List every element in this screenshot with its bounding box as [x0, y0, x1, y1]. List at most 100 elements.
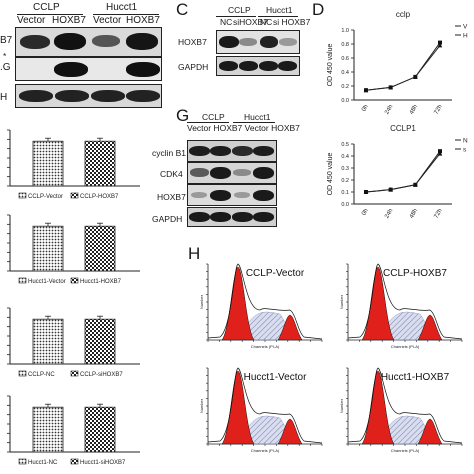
y-tick-label: 1.0	[341, 28, 349, 34]
x-tick-label: 24h	[384, 208, 394, 220]
growth-curve-cclp1: CCLP1 0.0 0.1 0.2 0.3 0.4 0.5 OD 450 value 0h 24h…	[327, 124, 468, 220]
bar-chart-3: CCLP-NC CCLP-siHOXB7	[7, 307, 140, 378]
legend-swatch	[18, 458, 27, 465]
s-phase-fill	[242, 416, 292, 444]
blot-a-lane-1: Vector	[17, 15, 46, 26]
histogram-outline	[347, 367, 463, 444]
x-tick-label: 72h	[434, 208, 444, 220]
legend-label: s	[463, 147, 467, 154]
category-label: Hucct1-HOXB7	[80, 279, 122, 285]
blot-a-header-line-left	[17, 14, 83, 15]
band	[233, 169, 251, 176]
blot-g-row-4	[187, 207, 277, 227]
bar	[32, 406, 64, 453]
bar	[84, 406, 116, 453]
data-point	[413, 182, 418, 187]
blot-c-lane-4: si HOXB7	[273, 17, 311, 27]
blot-c-row-1	[216, 30, 300, 54]
category-label: CCLP-HOXB7	[80, 194, 119, 200]
y-axis-label: OD 450 value	[327, 152, 334, 195]
flow-histogram-hucct1-vector: Number Channels (PI-A) Hucct1-Vector	[199, 367, 323, 453]
x-tick-label: 0h	[361, 208, 370, 217]
band	[126, 33, 158, 50]
g2-peak	[417, 314, 443, 341]
y-tick-label: 0.4	[341, 70, 349, 76]
band	[253, 146, 274, 156]
legend-swatch	[70, 458, 79, 465]
series-line	[365, 45, 441, 91]
bar	[84, 318, 116, 365]
band	[260, 36, 278, 48]
data-point	[437, 151, 443, 156]
blot-a-row-label-1: B7	[0, 35, 13, 46]
band	[253, 167, 274, 179]
band	[54, 62, 88, 77]
blot-c-lane-3: NC	[260, 17, 273, 27]
y-tick-label: 0.2	[341, 178, 349, 184]
bar	[32, 225, 64, 272]
blot-a-row-label-4: H	[0, 92, 8, 103]
blot-a-header-cclp: CCLP	[33, 2, 60, 13]
chart-title: CCLP1	[390, 124, 416, 133]
x-tick-label: 24h	[384, 104, 394, 116]
category-label: CCLP-NC	[28, 372, 55, 378]
series-line	[365, 153, 441, 193]
band	[210, 167, 231, 179]
y-axis-label: OD 450 value	[327, 43, 334, 86]
x-tick-label: 48h	[409, 208, 419, 220]
data-point	[413, 74, 418, 79]
s-phase-fill	[382, 416, 432, 444]
blot-a-header-hucct1: Hucct1	[106, 2, 138, 13]
panel-label-h: H	[188, 244, 201, 263]
x-axis-label: Channels (PI-A)	[391, 344, 420, 349]
x-axis-label: Channels (PI-A)	[391, 448, 420, 453]
band	[232, 146, 253, 156]
y-tick-label: 0.2	[341, 84, 349, 90]
blot-g-row-2	[187, 162, 277, 184]
band	[19, 90, 53, 102]
g2-peak	[277, 314, 303, 341]
band	[259, 61, 278, 71]
legend-label: N	[463, 138, 468, 145]
series-line	[365, 150, 441, 193]
blot-c-row-label-1: HOXB7	[178, 37, 207, 47]
band	[219, 36, 239, 48]
y-tick-label: 0.0	[341, 98, 349, 104]
band	[253, 190, 274, 201]
legend-swatch	[18, 370, 27, 377]
band	[55, 90, 89, 102]
band	[239, 61, 258, 71]
data-point	[438, 149, 442, 154]
blot-a-row-label-3: .G	[0, 62, 11, 73]
category-label: Hucct1-siHOXB7	[80, 460, 126, 466]
data-point	[363, 87, 369, 93]
bar	[84, 225, 116, 272]
band	[191, 192, 207, 198]
y-tick-label: 0.6	[341, 56, 349, 62]
band	[190, 168, 209, 177]
blot-c-lane-1: NC	[220, 17, 233, 27]
category-label: CCLP-siHOXB7	[80, 372, 123, 378]
data-point	[437, 43, 443, 48]
x-tick-label: 0h	[361, 104, 370, 113]
band	[210, 212, 231, 222]
bar	[32, 318, 64, 365]
band	[253, 212, 274, 222]
band	[219, 61, 238, 71]
histogram-outline	[207, 263, 323, 340]
blot-c-header-line-right	[258, 16, 298, 17]
y-tick-label: 0.3	[341, 166, 349, 172]
blot-c-row-2	[216, 56, 300, 76]
y-tick-label: 0.1	[341, 190, 349, 196]
band	[234, 192, 250, 198]
legend-label: V	[463, 24, 468, 31]
band	[126, 62, 160, 77]
legend-swatch	[70, 277, 79, 284]
band	[239, 38, 257, 46]
panel-label-c: C	[176, 0, 189, 19]
data-point	[363, 189, 369, 194]
blot-g-header-line-left	[187, 122, 229, 123]
y-axis-label: Number	[199, 398, 204, 413]
blot-g-row-label-4: GAPDH	[152, 214, 183, 224]
blot-c-header-hucct1: Hucct1	[266, 5, 293, 15]
